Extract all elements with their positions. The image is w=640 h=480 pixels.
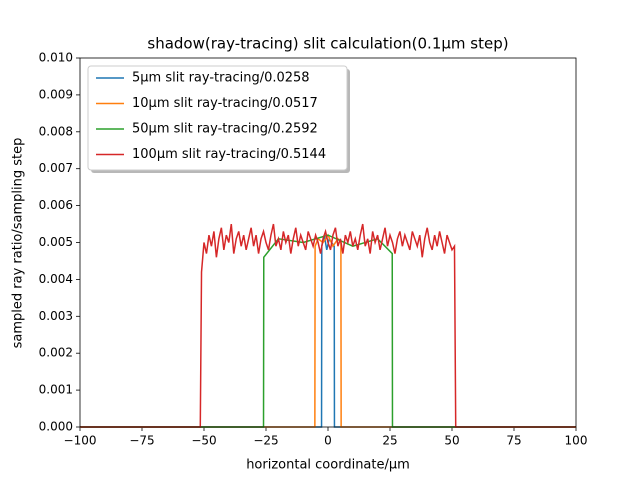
data-line	[80, 233, 576, 428]
data-line	[80, 223, 576, 428]
x-axis-label: horizontal coordinate/μm	[246, 458, 410, 473]
legend-box	[87, 65, 348, 171]
y-tick-label: 0.003	[39, 309, 73, 323]
y-tick-label: 0.008	[39, 124, 73, 138]
data-line	[80, 234, 576, 428]
legend-label: 5μm slit ray-tracing/0.0258	[132, 71, 310, 86]
x-tick-label: −75	[129, 434, 154, 448]
legend: 5μm slit ray-tracing/0.0258 10μm slit ray…	[87, 65, 350, 173]
x-tick-label: −25	[253, 434, 278, 448]
x-tick-label: 0	[324, 434, 332, 448]
y-axis-label: sampled ray ratio/sampling step	[11, 138, 26, 349]
x-tick-label: 100	[565, 434, 588, 448]
y-tick-label: 0.010	[39, 51, 73, 65]
x-tick-label: −100	[64, 434, 97, 448]
axes-frame	[79, 57, 577, 428]
y-tick-label: 0.001	[39, 383, 73, 397]
y-tick-label: 0.007	[39, 161, 73, 175]
y-tick-label: 0.004	[39, 272, 73, 286]
legend-label: 100μm slit ray-tracing/0.5144	[132, 147, 326, 162]
y-tick-label: 0.006	[39, 198, 73, 212]
x-tick-label: 25	[382, 434, 397, 448]
y-tick-label: 0.005	[39, 235, 73, 249]
chart-title: shadow(ray-tracing) slit calculation(0.1…	[147, 35, 508, 53]
data-line	[80, 234, 576, 428]
y-tick-label: 0.000	[39, 420, 73, 434]
x-tick-label: 75	[506, 434, 521, 448]
x-tick-label: −50	[191, 434, 216, 448]
y-tick-label: 0.002	[39, 346, 73, 360]
legend-label: 50μm slit ray-tracing/0.2592	[132, 122, 318, 137]
y-tick-label: 0.009	[39, 87, 73, 101]
x-tick-label: 50	[444, 434, 459, 448]
legend-label: 10μm slit ray-tracing/0.0517	[132, 96, 318, 111]
